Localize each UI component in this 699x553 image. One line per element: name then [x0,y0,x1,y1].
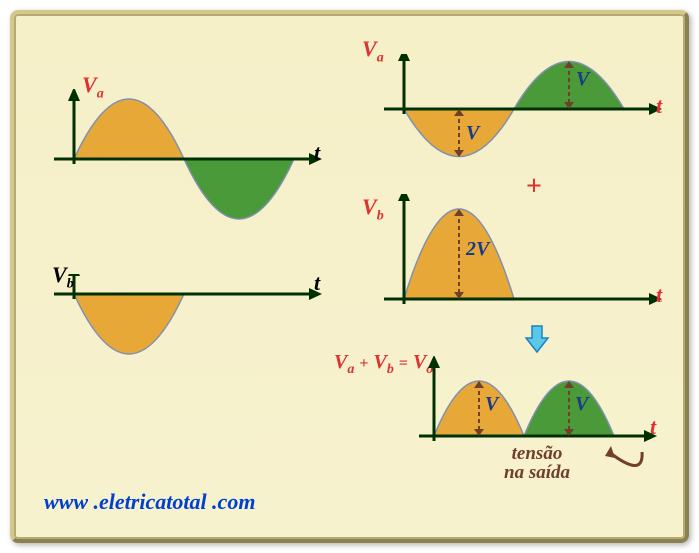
amp-v-out1: V [485,393,498,416]
chart-vb-right [369,194,669,314]
label-va-right: Va [362,36,384,66]
chart-va-left [44,89,324,249]
amp-v-out2: V [575,393,588,416]
label-vb-right: Vb [362,194,384,224]
output-text: tensão na saída [504,444,570,482]
amp-v-orange: V [466,122,479,145]
label-va-left: Va [82,72,104,102]
output-arrow [604,444,654,484]
label-t-left2: t [314,270,320,296]
label-vb-left: Vb [52,262,74,292]
amp-v-green: V [576,68,589,91]
diagram-frame: Va t Vb t Va [10,10,689,543]
amp-2v: 2V [466,238,489,261]
chart-output [409,356,669,456]
label-t-right1: t [656,93,662,119]
label-t-left1: t [314,140,320,166]
chart-va-right [369,54,669,174]
chart-vb-left [44,274,324,414]
label-t-right2: t [656,282,662,308]
label-t-right3: t [650,414,656,440]
arrow-down-icon [524,324,550,354]
website-url: www .eletricatotal .com [44,489,255,515]
